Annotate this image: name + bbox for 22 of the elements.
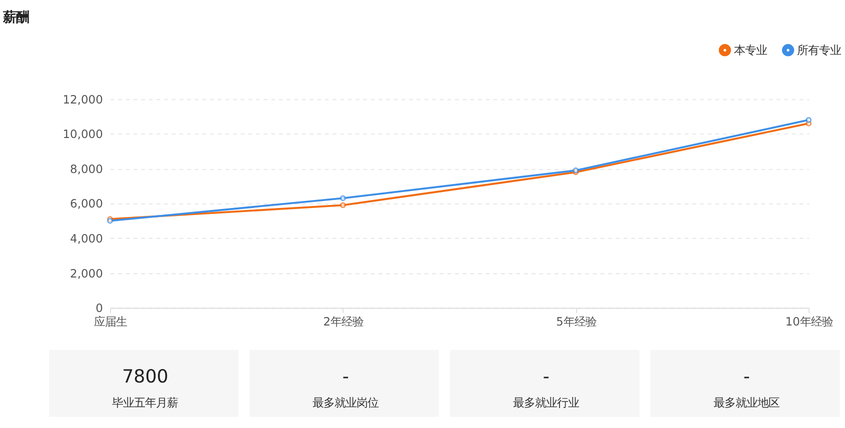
y-tick-label: 4,000 bbox=[70, 232, 103, 246]
text: - bbox=[542, 366, 550, 388]
x-tick-label: 5年经验 bbox=[556, 314, 596, 328]
y-tick-label: 8,000 bbox=[70, 162, 103, 176]
x-tick-label: 应届生 bbox=[94, 314, 128, 328]
text: 最多就业岗位 bbox=[312, 395, 379, 410]
y-tick-label: 6,000 bbox=[70, 196, 103, 211]
y-tick-label: 0 bbox=[96, 301, 103, 316]
y-tick-label: 2,000 bbox=[70, 266, 103, 280]
text: - bbox=[743, 366, 750, 388]
x-tick-label: 10年经验 bbox=[785, 314, 833, 328]
text: 最多就业行业 bbox=[513, 395, 580, 410]
legend-label: 所有专业 bbox=[797, 42, 842, 57]
text: - bbox=[342, 366, 349, 388]
y-tick-label: 10,000 bbox=[62, 127, 103, 142]
x-tick-label: 2年经验 bbox=[323, 314, 364, 328]
y-tick-label: 12,000 bbox=[62, 92, 103, 106]
chart-title: 薪酬 bbox=[2, 10, 29, 26]
text: 7800 bbox=[122, 366, 168, 388]
legend-label: 本专业 bbox=[734, 42, 767, 57]
text: 毕业五年月薪 bbox=[112, 395, 178, 410]
text: 最多就业地区 bbox=[714, 395, 780, 410]
